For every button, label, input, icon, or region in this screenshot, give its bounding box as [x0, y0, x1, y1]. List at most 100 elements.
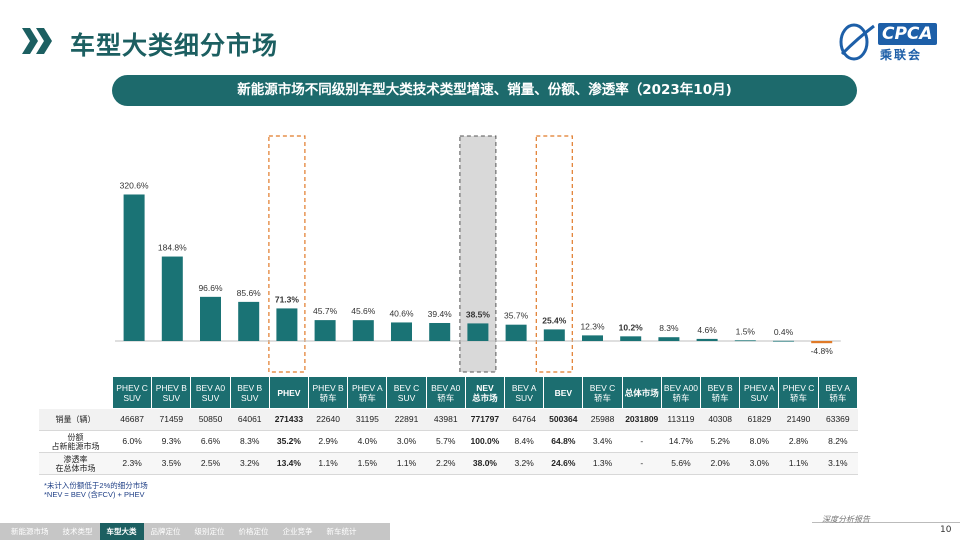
data-label: 96.6% — [198, 283, 223, 293]
nav-item[interactable]: 品牌定位 — [150, 527, 181, 536]
column-header-line: SUV — [240, 392, 259, 403]
data-label: 1.5% — [736, 326, 756, 336]
nav-item[interactable]: 价格定位 — [238, 527, 269, 536]
bar — [582, 335, 603, 341]
data-label: -4.8% — [811, 346, 834, 356]
bar — [505, 324, 527, 341]
data-label: 12.3% — [580, 321, 605, 331]
bar — [658, 337, 680, 341]
table-cell: 8.3% — [230, 430, 270, 453]
page-number: 10 — [940, 525, 952, 535]
nav-item[interactable]: 新车统计 — [326, 527, 357, 536]
table-cell: 14.7% — [661, 430, 701, 453]
table-cell: 2.8% — [778, 430, 819, 453]
column-header-line: NEV — [476, 382, 494, 393]
bar — [734, 340, 756, 342]
table-cell: 271433 — [269, 408, 309, 431]
column-header-line: BEV B — [707, 382, 733, 393]
column-header: PHEV C 轿车 — [778, 376, 819, 409]
column-header-line: SUV — [750, 392, 769, 403]
data-label: 35.7% — [504, 311, 529, 321]
footer-brand: 深度分析报告 — [822, 515, 870, 524]
footnote: *未计入份额低于2%的细分市场 — [44, 481, 148, 490]
column-header: BEV A0 SUV — [190, 376, 231, 409]
data-table: PHEV C SUV PHEV B SUV BEV A0 SUV BEV B SUV PHEV P… — [38, 376, 859, 475]
table-cell: 8.2% — [818, 430, 858, 453]
row-label-line: 销量（辆） — [55, 415, 96, 424]
column-header-line: 轿车 — [594, 392, 612, 403]
bar — [811, 341, 833, 344]
column-header: PHEV B 轿车 — [308, 376, 349, 409]
table-cell: 2031809 — [622, 408, 662, 431]
nav-item[interactable]: 级别定位 — [194, 527, 225, 536]
table-cell: 1.1% — [386, 452, 427, 475]
column-header: PHEV B SUV — [151, 376, 192, 409]
growth-bar-chart: 320.6% 184.8% 96.6% 85.6% 71.3% 45.7% 45.6% 40.… — [115, 135, 841, 373]
bar — [391, 322, 412, 341]
table-cell: 771797 — [465, 408, 505, 431]
column-header-line: BEV B — [237, 382, 263, 393]
table-cell: - — [622, 452, 662, 475]
highlight-outline — [268, 135, 306, 373]
column-header-line: BEV C — [589, 382, 616, 393]
column-header: 总体市场 — [621, 376, 662, 409]
table-cell: 1.1% — [778, 452, 819, 475]
table-cell: 1.1% — [308, 452, 348, 475]
table-cell: 5.2% — [700, 430, 740, 453]
table-cell: 2.5% — [190, 452, 231, 475]
table-cell: 2.9% — [308, 430, 348, 453]
nav-item[interactable]: 车型大类 — [99, 523, 144, 540]
table-cell: 3.4% — [582, 430, 623, 453]
column-header-line: SUV — [515, 392, 533, 403]
table-cell: 64061 — [230, 408, 270, 431]
table-cell: 113119 — [661, 408, 701, 431]
column-header-line: PHEV A — [743, 382, 775, 393]
footer-divider — [812, 522, 960, 523]
row-label: 销量（辆） — [38, 408, 113, 431]
footnote: *NEV = BEV (含FCV) + PHEV — [44, 490, 145, 499]
row-label: 份额 占新能源市场 — [38, 430, 113, 453]
column-header-line: PHEV C — [116, 382, 148, 393]
column-header-line: 总体市场 — [624, 387, 659, 398]
bar — [276, 308, 298, 341]
column-header-line: 轿车 — [711, 392, 729, 403]
table-cell: 5.6% — [661, 452, 701, 475]
table-cell: 3.0% — [386, 430, 427, 453]
table-cell: 3.5% — [151, 452, 191, 475]
data-label: 39.4% — [428, 309, 453, 319]
column-header: PHEV C SUV — [111, 376, 153, 409]
bar — [200, 296, 221, 341]
column-header-line: PHEV B — [312, 382, 344, 393]
nav-item[interactable]: 企业竞争 — [282, 527, 313, 536]
bar — [429, 322, 451, 341]
cpca-logo — [839, 23, 875, 61]
table-cell: 24.6% — [543, 452, 583, 475]
table-cell: 22891 — [386, 408, 427, 431]
bar — [161, 256, 183, 341]
table-cell: 40308 — [700, 408, 740, 431]
logo-text: CPCA — [878, 23, 937, 45]
table-row: 份额 占新能源市场 6.0% 9.3% 6.6% 8.3% 35.2% 2.9% 4.0% 3.0… — [38, 430, 858, 453]
column-header-line: BEV A00 — [663, 382, 698, 393]
nav-item[interactable]: 技术类型 — [62, 527, 93, 536]
bar — [467, 323, 489, 341]
table-cell: 2.2% — [426, 452, 466, 475]
table-cell: 100.0% — [465, 430, 505, 453]
table-cell: 35.2% — [269, 430, 309, 453]
nav-item[interactable]: 新能源市场 — [11, 527, 49, 536]
row-label-line: 在总体市场 — [55, 463, 96, 473]
table-cell: 22640 — [308, 408, 348, 431]
bar — [543, 329, 565, 341]
column-header-line: 轿车 — [319, 392, 337, 403]
column-header: BEV B 轿车 — [700, 376, 741, 409]
data-label: 10.2% — [619, 322, 644, 332]
chevron-right-icon — [22, 28, 38, 54]
table-cell: 3.2% — [230, 452, 270, 475]
data-label: 4.6% — [697, 325, 717, 335]
table-cell: 61829 — [739, 408, 779, 431]
table-cell: 8.0% — [739, 430, 779, 453]
bar — [352, 320, 374, 341]
column-header-line: SUV — [162, 392, 181, 403]
bar — [123, 194, 145, 341]
column-header: BEV C SUV — [386, 376, 427, 409]
